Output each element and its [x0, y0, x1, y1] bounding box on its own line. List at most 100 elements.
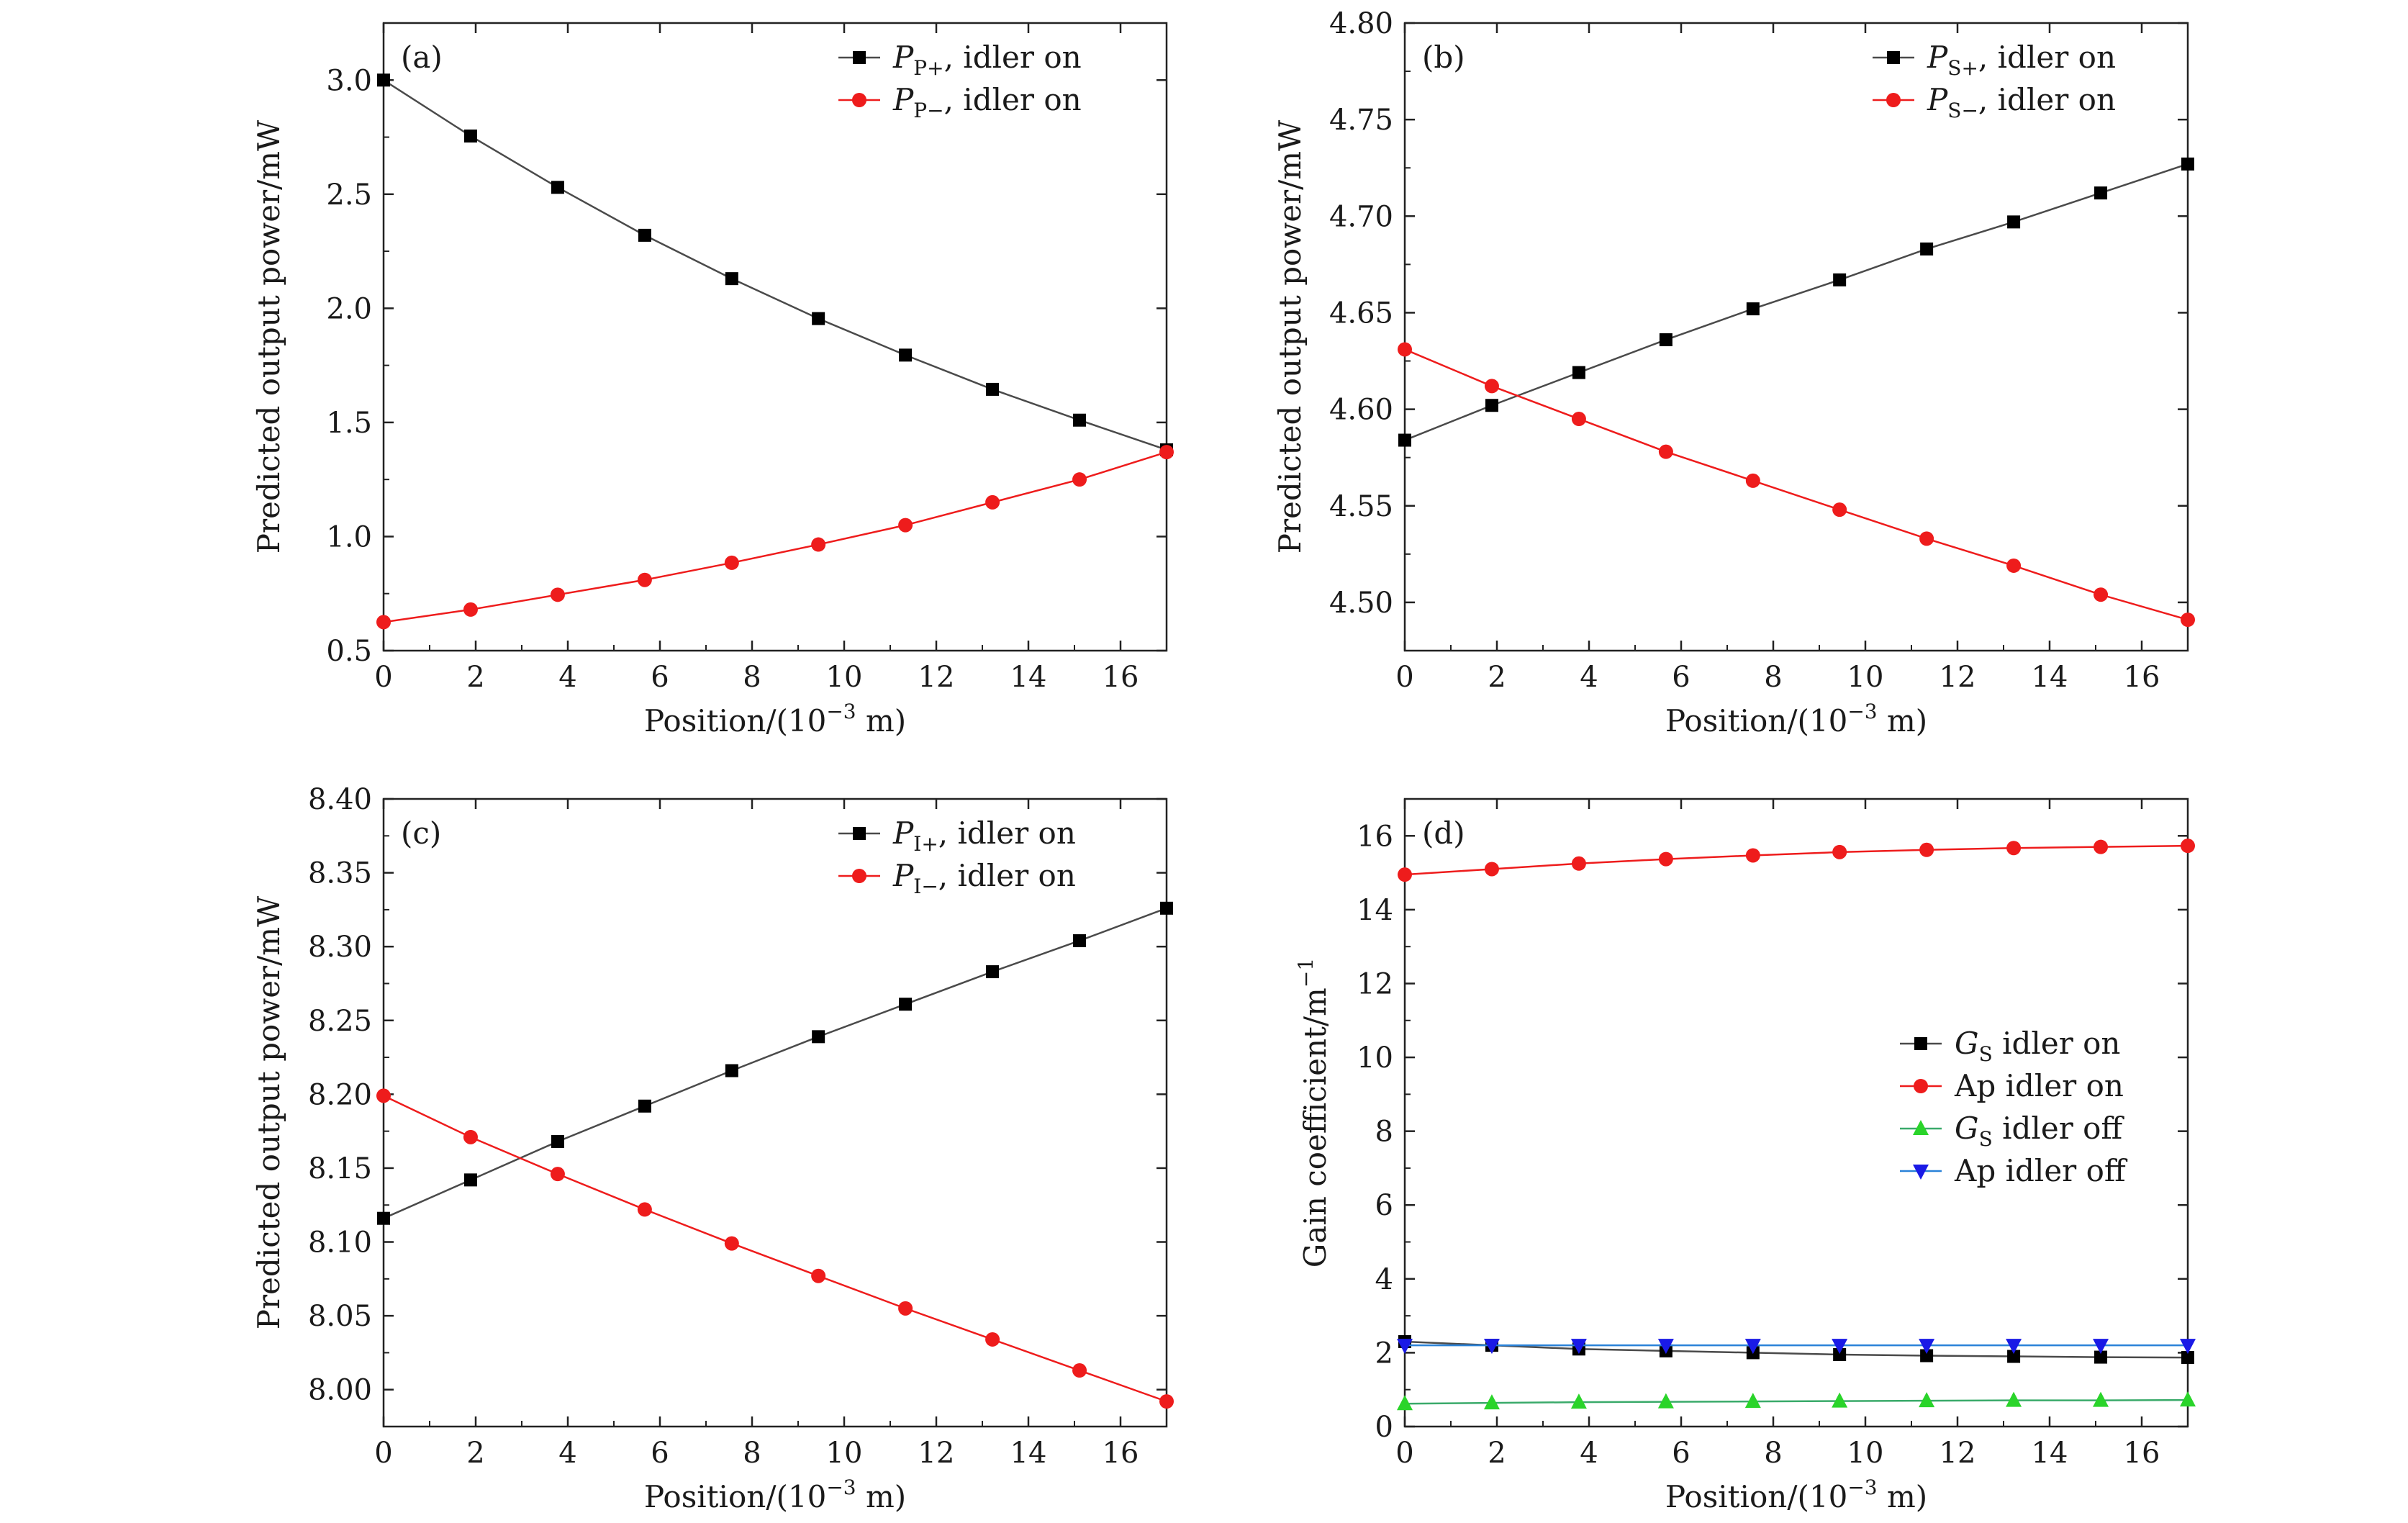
data-point-s1-4 [1745, 473, 1760, 488]
data-point-s2-3 [1657, 1393, 1674, 1409]
y-axis-label: Predicted output power/mW [1272, 119, 1308, 553]
y-tick-label: 8.30 [308, 931, 372, 964]
x-tick-label: 10 [826, 661, 863, 694]
data-point-s0-5 [812, 1030, 825, 1044]
legend-label: PP−, idler on [892, 82, 1082, 122]
x-tick-label: 4 [1580, 661, 1598, 694]
data-point-s3-9 [2180, 1339, 2196, 1355]
data-point-s1-7 [2006, 558, 2022, 573]
x-tick-label: 8 [1764, 1437, 1782, 1470]
series-group [1397, 839, 2196, 1411]
data-point-s3-3 [1657, 1339, 1674, 1355]
series-group [376, 901, 1174, 1409]
chart-panel-3: 0 2 4 6 8 10 12 14 16 0 2 4 6 8 10 12 14 16 Position/(10−3… [1294, 797, 2196, 1514]
x-tick-label: 0 [374, 1437, 392, 1470]
data-point-s1-0 [1398, 342, 1412, 357]
legend-entry-2: GS idler off [1900, 1111, 2124, 1151]
x-tick-label: 2 [466, 1437, 484, 1470]
y-tick-label: 8.15 [308, 1152, 372, 1185]
legend-label: GS idler off [1955, 1111, 2124, 1151]
data-point-s0-2 [551, 1135, 564, 1149]
x-tick-label: 6 [1672, 1437, 1690, 1470]
legend-label: GS idler on [1955, 1026, 2120, 1066]
series-line-1 [1404, 348, 2189, 621]
legend-entry-0: PP+, idler on [838, 40, 1082, 80]
x-tick-label: 4 [1580, 1437, 1598, 1470]
data-point-s1-7 [2006, 841, 2022, 856]
data-point-s1-1 [1484, 862, 1499, 877]
y-tick-label: 4.75 [1329, 104, 1393, 137]
data-point-s1-2 [1571, 856, 1586, 871]
plot-frame [382, 797, 1168, 1428]
y-tick-label: 8.05 [308, 1300, 372, 1333]
data-point-s2-7 [2006, 1391, 2022, 1407]
data-point-s1-8 [2094, 587, 2109, 602]
data-point-s1-5 [811, 1268, 826, 1283]
chart-panel-0: 0 2 4 6 8 10 12 14 16 0.5 1.0 1.5 2.0 2.5 3.0 Position/… [251, 22, 1174, 738]
data-point-s3-0 [1397, 1339, 1413, 1355]
legend-entry-0: GS idler on [1900, 1026, 2120, 1066]
x-tick-label: 8 [743, 1437, 761, 1470]
chart-panel-1: 0 2 4 6 8 10 12 14 16 4.50 4.55 4.60 4.65 4.70 4.75 4.8… [1272, 7, 2195, 738]
data-point-s1-6 [898, 518, 913, 533]
legend-marker [852, 869, 866, 883]
plot-frame [382, 22, 1168, 652]
legend-marker [852, 93, 866, 107]
panel-label: (a) [401, 40, 443, 75]
data-point-s1-1 [1484, 379, 1499, 394]
data-point-s1-3 [1658, 444, 1673, 459]
x-axis-label: Position/(10−3 m) [644, 700, 906, 738]
data-point-s0-3 [638, 1099, 651, 1113]
x-tick-label: 16 [2124, 1437, 2160, 1470]
x-tick-label: 12 [918, 661, 955, 694]
x-tick-label: 10 [826, 1437, 863, 1470]
x-tick-label: 14 [2032, 1437, 2068, 1470]
y-tick-label: 12 [1357, 967, 1393, 1000]
data-point-s3-7 [2006, 1339, 2022, 1355]
data-point-s1-1 [463, 602, 478, 617]
panel-label: (c) [401, 815, 441, 851]
x-tick-label: 4 [558, 1437, 576, 1470]
data-point-s0-0 [377, 73, 390, 87]
data-point-s0-6 [1920, 1349, 1934, 1362]
y-tick-label: 0 [1375, 1411, 1393, 1444]
x-tick-label: 0 [1395, 661, 1413, 694]
data-point-s0-7 [986, 382, 1000, 396]
data-point-s1-0 [376, 615, 391, 630]
x-tick-label: 2 [466, 661, 484, 694]
data-point-s1-6 [1919, 842, 1934, 857]
y-tick-label: 8.35 [308, 857, 372, 890]
data-point-s0-6 [1920, 242, 1934, 256]
data-point-s0-4 [725, 272, 738, 286]
series-line-0 [1404, 163, 2189, 441]
y-tick-label: 4.70 [1329, 200, 1393, 233]
data-point-s0-4 [1746, 302, 1760, 316]
data-point-s3-4 [1744, 1339, 1761, 1355]
legend-entry-3: Ap idler off [1900, 1153, 2128, 1188]
x-tick-label: 0 [1395, 1437, 1413, 1470]
y-tick-label: 8.20 [308, 1078, 372, 1111]
legend-entry-0: PS+, idler on [1873, 40, 2116, 80]
x-tick-label: 14 [1010, 1437, 1047, 1470]
series-line-1 [1404, 844, 2189, 876]
x-tick-label: 4 [558, 661, 576, 694]
y-tick-label: 10 [1357, 1041, 1393, 1075]
y-tick-label: 1.5 [326, 407, 372, 440]
y-tick-label: 4.65 [1329, 297, 1393, 330]
data-point-s1-9 [2181, 613, 2195, 628]
data-point-s0-8 [1073, 934, 1087, 947]
y-axis-label: Predicted output power/mW [251, 119, 286, 553]
data-point-s2-5 [1832, 1392, 1848, 1408]
data-point-s1-3 [1658, 851, 1673, 867]
data-point-s1-0 [1398, 867, 1412, 882]
legend-marker [1914, 1079, 1928, 1093]
legend-marker [1914, 1037, 1927, 1050]
x-tick-label: 16 [1103, 661, 1139, 694]
series-line-2 [1404, 1398, 2189, 1405]
legend-entry-1: PS−, idler on [1873, 82, 2116, 122]
data-point-s0-7 [2007, 215, 2021, 229]
data-point-s0-4 [725, 1064, 738, 1077]
plot-frame [1403, 797, 2189, 1428]
x-tick-label: 6 [1672, 661, 1690, 694]
data-point-s1-9 [1159, 445, 1174, 460]
